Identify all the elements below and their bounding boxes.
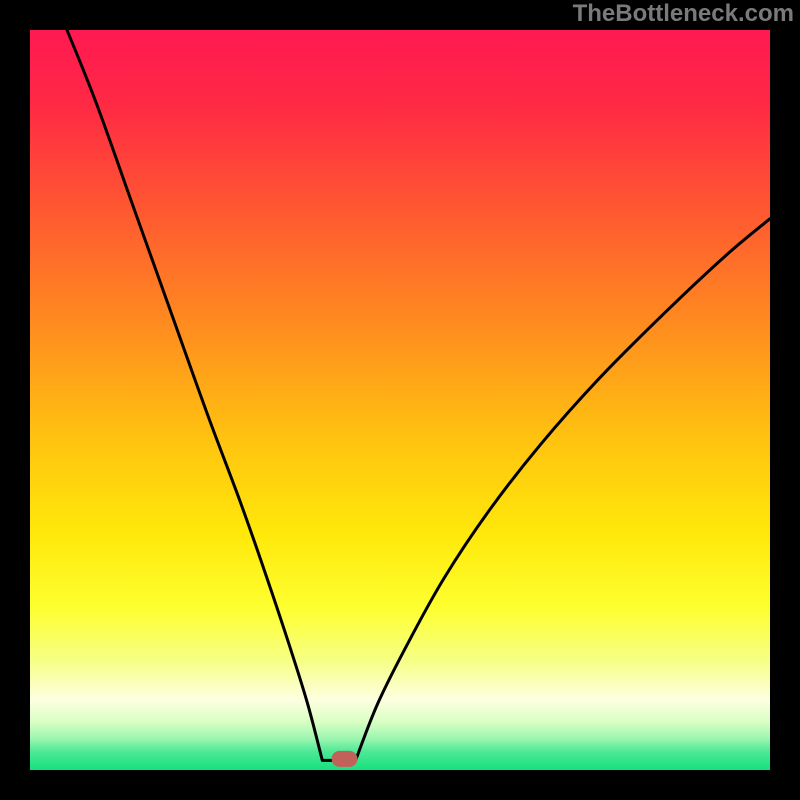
chart-svg — [0, 0, 800, 800]
dip-marker — [332, 751, 358, 767]
chart-container: TheBottleneck.com — [0, 0, 800, 800]
watermark-text: TheBottleneck.com — [573, 0, 794, 28]
